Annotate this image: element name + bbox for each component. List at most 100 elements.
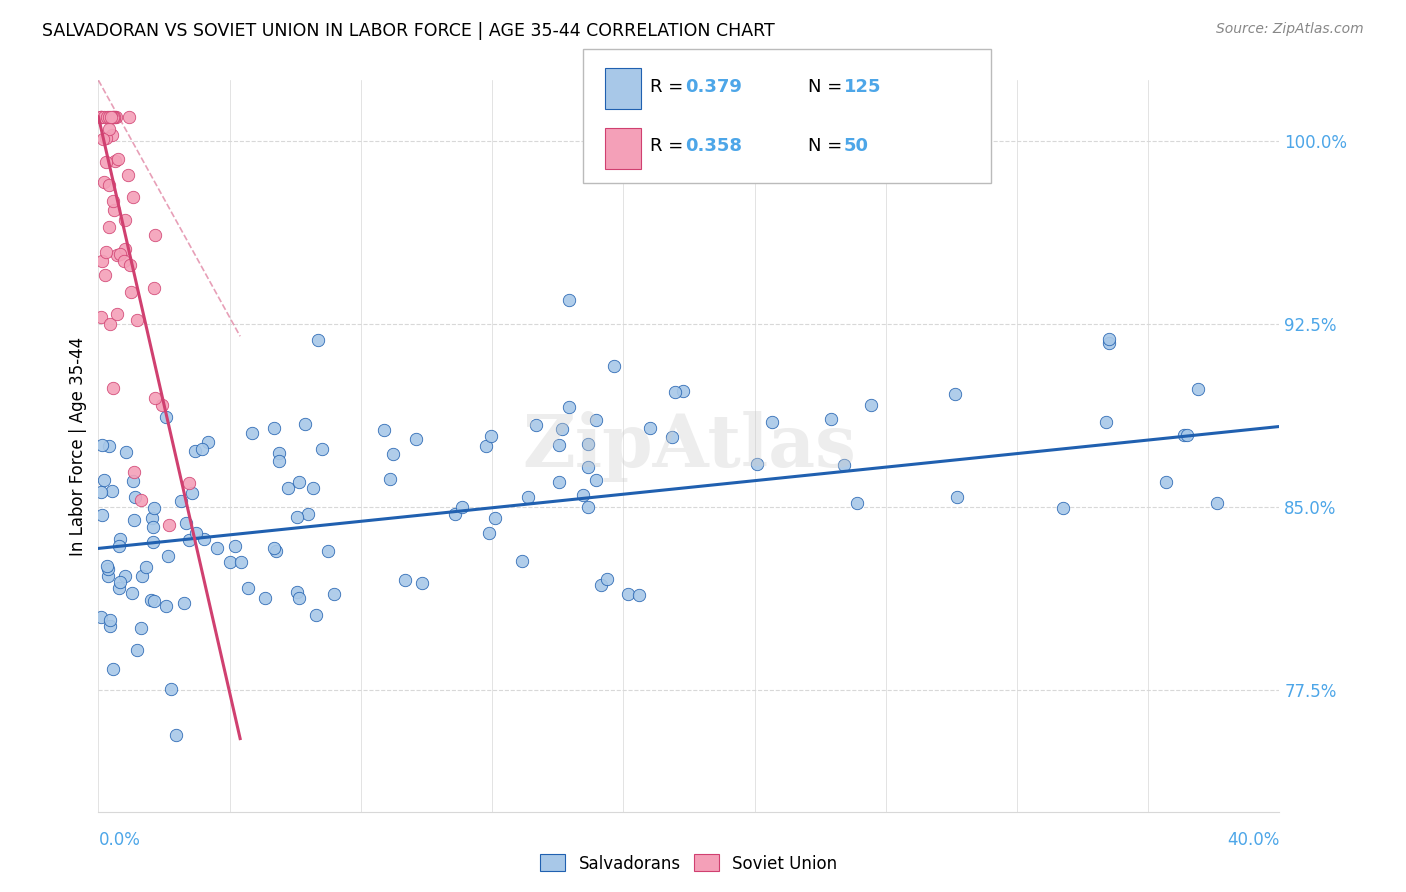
Point bbox=[617, 587, 640, 601]
Point bbox=[373, 424, 395, 438]
Point bbox=[517, 490, 540, 504]
Point bbox=[98, 110, 121, 124]
Point bbox=[1187, 382, 1209, 396]
Point bbox=[287, 585, 309, 599]
Point bbox=[381, 447, 404, 461]
Point bbox=[190, 442, 212, 456]
Text: R =: R = bbox=[650, 78, 689, 95]
Point bbox=[100, 110, 122, 124]
Point bbox=[101, 194, 124, 208]
Point bbox=[845, 496, 868, 510]
Point bbox=[103, 203, 125, 218]
Point bbox=[475, 439, 498, 453]
Point bbox=[93, 473, 115, 487]
Point bbox=[121, 586, 143, 600]
Point bbox=[143, 392, 166, 406]
Point bbox=[122, 465, 145, 479]
Point bbox=[174, 516, 197, 530]
Text: 0.358: 0.358 bbox=[685, 137, 742, 155]
Point bbox=[640, 420, 662, 434]
Point bbox=[288, 475, 311, 490]
Point bbox=[224, 539, 246, 553]
Text: 0.379: 0.379 bbox=[685, 78, 741, 95]
Point bbox=[551, 422, 574, 436]
Point bbox=[93, 110, 115, 124]
Point bbox=[103, 110, 125, 124]
Point bbox=[596, 572, 619, 586]
Point bbox=[94, 244, 117, 259]
Point bbox=[193, 532, 215, 546]
Point bbox=[115, 445, 138, 459]
Point bbox=[170, 493, 193, 508]
Point bbox=[285, 510, 308, 524]
Point bbox=[761, 415, 783, 429]
Text: 40.0%: 40.0% bbox=[1227, 831, 1279, 849]
Point bbox=[118, 110, 141, 124]
Point bbox=[108, 575, 131, 590]
Point bbox=[105, 247, 128, 261]
Point bbox=[157, 518, 180, 533]
Point bbox=[100, 613, 122, 627]
Point bbox=[526, 418, 548, 433]
Point bbox=[672, 384, 695, 398]
Y-axis label: In Labor Force | Age 35-44: In Labor Force | Age 35-44 bbox=[69, 336, 87, 556]
Point bbox=[90, 610, 112, 624]
Point bbox=[101, 381, 124, 395]
Point bbox=[510, 554, 533, 568]
Point bbox=[135, 560, 157, 574]
Point bbox=[120, 285, 142, 299]
Point bbox=[627, 589, 650, 603]
Point bbox=[142, 535, 165, 549]
Point bbox=[129, 621, 152, 635]
Point bbox=[277, 481, 299, 495]
Text: N =: N = bbox=[808, 78, 848, 95]
Point bbox=[177, 475, 200, 490]
Point bbox=[572, 488, 595, 502]
Point bbox=[943, 386, 966, 401]
Point bbox=[1206, 496, 1229, 510]
Point bbox=[127, 642, 149, 657]
Point bbox=[197, 435, 219, 450]
Point bbox=[179, 533, 201, 547]
Point bbox=[104, 110, 127, 124]
Point bbox=[205, 541, 228, 556]
Point bbox=[378, 472, 401, 486]
Point bbox=[484, 510, 506, 524]
Point bbox=[558, 400, 581, 414]
Point bbox=[107, 539, 129, 553]
Point bbox=[90, 110, 112, 124]
Point bbox=[103, 110, 125, 124]
Point bbox=[479, 428, 502, 442]
Point bbox=[105, 308, 128, 322]
Point bbox=[90, 110, 112, 124]
Point bbox=[141, 592, 163, 607]
Point bbox=[90, 110, 112, 124]
Point bbox=[141, 510, 163, 524]
Point bbox=[576, 459, 599, 474]
Point bbox=[288, 591, 311, 606]
Point bbox=[108, 582, 131, 596]
Point bbox=[318, 543, 340, 558]
Point bbox=[143, 500, 166, 515]
Point bbox=[450, 500, 472, 515]
Point bbox=[90, 484, 112, 499]
Point bbox=[98, 121, 121, 136]
Point bbox=[405, 432, 427, 446]
Point bbox=[142, 594, 165, 608]
Text: ZipAtlas: ZipAtlas bbox=[522, 410, 856, 482]
Text: SALVADORAN VS SOVIET UNION IN LABOR FORCE | AGE 35-44 CORRELATION CHART: SALVADORAN VS SOVIET UNION IN LABOR FORC… bbox=[42, 22, 775, 40]
Point bbox=[576, 437, 599, 451]
Point bbox=[267, 454, 290, 468]
Point bbox=[96, 559, 118, 574]
Text: 125: 125 bbox=[844, 78, 882, 95]
Point bbox=[117, 168, 139, 182]
Point bbox=[97, 219, 120, 234]
Point bbox=[444, 507, 467, 521]
Point bbox=[125, 312, 148, 326]
Point bbox=[576, 500, 599, 514]
Point bbox=[114, 569, 136, 583]
Point bbox=[1052, 501, 1074, 516]
Point bbox=[131, 568, 153, 582]
Point bbox=[946, 490, 969, 504]
Point bbox=[229, 555, 252, 569]
